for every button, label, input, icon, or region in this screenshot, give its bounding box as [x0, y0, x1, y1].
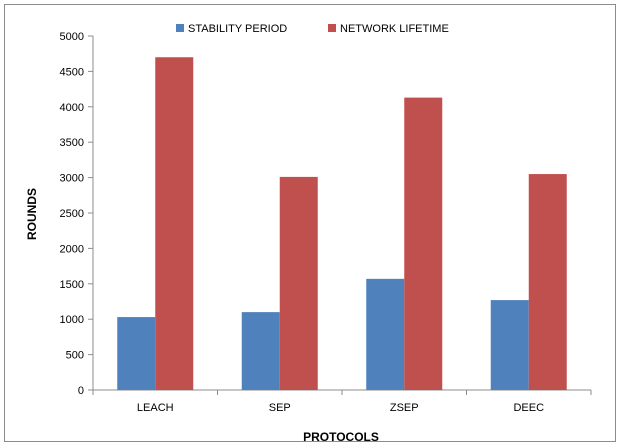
x-axis-label: PROTOCOLS — [303, 430, 379, 444]
bar-leach-stability-period — [117, 317, 156, 390]
y-tick-labels: 0 500 1000 1500 2000 2500 3000 3500 4000 4500 5000 — [60, 31, 84, 397]
x-tick-label: LEACH — [137, 402, 174, 414]
bar-deec-network-lifetime — [528, 174, 567, 390]
y-tick-label: 4500 — [60, 66, 84, 78]
bar-zsep-stability-period — [366, 278, 405, 390]
bar-sep-stability-period — [241, 312, 280, 390]
x-tick-label: DEEC — [513, 402, 544, 414]
y-tick-label: 0 — [78, 385, 84, 397]
legend-label: STABILITY PERIOD — [188, 23, 287, 35]
bar-sep-network-lifetime — [279, 176, 318, 390]
legend: STABILITY PERIOD NETWORK LIFETIME — [176, 23, 449, 35]
y-tick-label: 500 — [66, 350, 84, 362]
legend-swatch — [328, 24, 336, 32]
x-tick-label: ZSEP — [390, 402, 419, 414]
y-axis-label: ROUNDS — [25, 188, 39, 240]
legend-swatch — [176, 24, 184, 32]
bar-leach-network-lifetime — [155, 57, 194, 391]
legend-label: NETWORK LIFETIME — [340, 23, 449, 35]
x-tick-label: SEP — [269, 402, 291, 414]
y-tick-label: 5000 — [60, 31, 84, 43]
y-tick-label: 4000 — [60, 102, 84, 114]
y-tick-label: 2000 — [60, 243, 84, 255]
y-tick-label: 1500 — [60, 279, 84, 291]
y-tick-label: 3000 — [60, 173, 84, 185]
x-tick-labels: LEACH SEP ZSEP DEEC — [137, 402, 544, 414]
bar-zsep-network-lifetime — [404, 97, 443, 390]
bars — [117, 57, 567, 391]
y-tick-label: 3500 — [60, 137, 84, 149]
bar-deec-stability-period — [490, 300, 529, 390]
y-tick-label: 1000 — [60, 314, 84, 326]
y-tick-label: 2500 — [60, 208, 84, 220]
